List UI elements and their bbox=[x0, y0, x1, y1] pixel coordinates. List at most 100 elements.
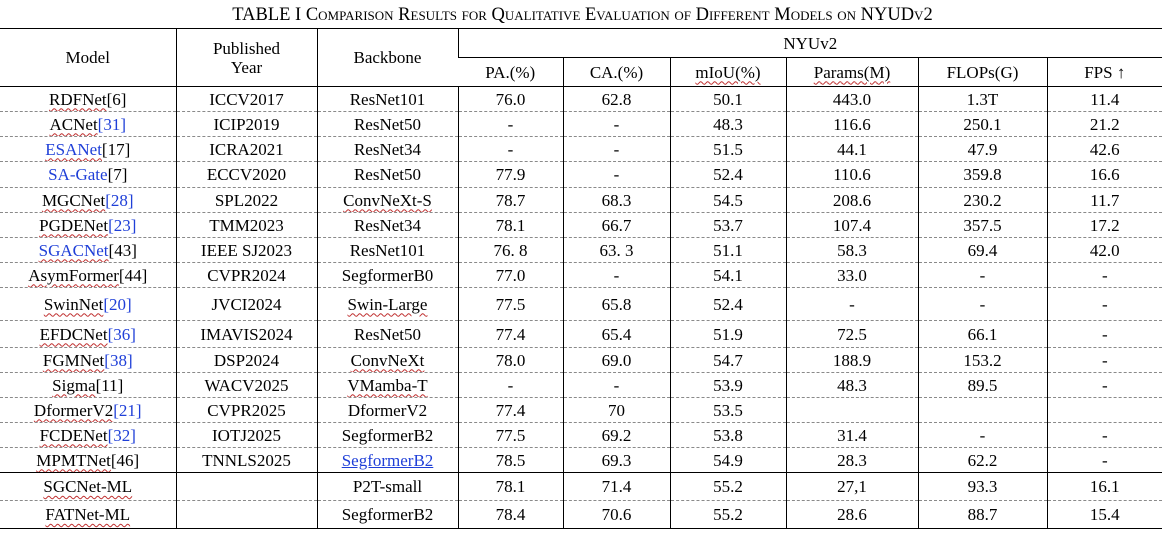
cell-flops: 88.7 bbox=[917, 500, 1047, 529]
cell-ca: 71.4 bbox=[562, 472, 670, 501]
cell-fps: - bbox=[1046, 372, 1163, 398]
model-name: SwinNet bbox=[43, 294, 104, 314]
cell-model: MGCNet[28] bbox=[0, 187, 176, 213]
model-name: ACNet bbox=[49, 114, 98, 134]
cell-params: 31.4 bbox=[785, 422, 918, 448]
cell-pa: 78.1 bbox=[457, 212, 563, 238]
backbone-text: ResNet34 bbox=[353, 215, 422, 235]
cell-backbone: ResNet101 bbox=[316, 86, 458, 112]
header-fps: FPS ↑ bbox=[1046, 57, 1163, 87]
model-name: MGCNet bbox=[41, 190, 106, 210]
cell-miou: 54.7 bbox=[669, 347, 786, 373]
header-year-line2: Year bbox=[230, 57, 263, 77]
cell-backbone: P2T-small bbox=[316, 472, 458, 501]
table-row: SA-Gate[7] ECCV2020 ResNet50 77.9-52.4 110.6… bbox=[0, 161, 1163, 188]
cell-model: FATNet-ML bbox=[0, 500, 176, 529]
model-name: Sigma bbox=[52, 375, 96, 395]
cell-ca: - bbox=[562, 111, 670, 137]
cell-flops: 153.2 bbox=[917, 347, 1047, 373]
cell-pa: 77.4 bbox=[457, 397, 563, 423]
cell-backbone: ResNet50 bbox=[316, 320, 458, 348]
cell-flops: - bbox=[917, 287, 1047, 321]
cell-model: SGCNet-ML bbox=[0, 472, 176, 501]
model-ref: [21] bbox=[113, 400, 142, 420]
model-name: FCDENet bbox=[39, 425, 108, 445]
table-row: AsymFormer[44] CVPR2024 SegformerB0 77.0-54… bbox=[0, 262, 1163, 288]
backbone-text: SegformerB2 bbox=[341, 505, 434, 524]
table-row: MGCNet[28] SPL2022 ConvNeXt-S 78.7 68.3 54.5 2… bbox=[0, 187, 1163, 213]
cell-miou: 51.9 bbox=[669, 320, 786, 348]
cell-flops: 230.2 bbox=[917, 187, 1047, 213]
cell-backbone: SegformerB0 bbox=[316, 262, 458, 288]
cell-backbone: ResNet50 bbox=[316, 111, 458, 137]
cell-ca: 70.6 bbox=[562, 500, 670, 529]
backbone-text: ResNet50 bbox=[353, 324, 422, 344]
model-name: FATNet-ML bbox=[45, 505, 131, 524]
cell-params: 110.6 bbox=[785, 161, 918, 188]
table-row: FGMNet[38] DSP2024 ConvNeXt 78.0 69.0 54.7 188… bbox=[0, 347, 1163, 373]
cell-ca: 62.8 bbox=[562, 86, 670, 112]
cell-fps: 16.1 bbox=[1046, 472, 1163, 501]
header-backbone: Backbone bbox=[316, 28, 458, 87]
cell-miou: 54.1 bbox=[669, 262, 786, 288]
cell-model: ESANet[17] bbox=[0, 136, 176, 162]
cell-model: FCDENet[32] bbox=[0, 422, 176, 448]
cell-pa: 78.5 bbox=[457, 447, 563, 473]
cell-model: Sigma[11] bbox=[0, 372, 176, 398]
cell-fps: 42.6 bbox=[1046, 136, 1163, 162]
cell-pa: 77.5 bbox=[457, 422, 563, 448]
cell-flops: 1.3T bbox=[917, 86, 1047, 112]
backbone-text: ResNet101 bbox=[349, 89, 426, 109]
cell-pa: 77.5 bbox=[457, 287, 563, 321]
cell-miou: 48.3 bbox=[669, 111, 786, 137]
cell-model: FGMNet[38] bbox=[0, 347, 176, 373]
header-miou-text: mIoU(%) bbox=[695, 62, 761, 82]
cell-pa: 76.0 bbox=[457, 86, 563, 112]
model-name: PGDENet bbox=[39, 215, 109, 235]
cell-year: ICIP2019 bbox=[175, 111, 317, 137]
cell-ca: 68.3 bbox=[562, 187, 670, 213]
cell-backbone: ResNet101 bbox=[316, 237, 458, 263]
cell-pa: 78.7 bbox=[457, 187, 563, 213]
cell-params: 107.4 bbox=[785, 212, 918, 238]
cell-miou: 53.7 bbox=[669, 212, 786, 238]
backbone-text: ResNet50 bbox=[353, 114, 422, 134]
cell-backbone: SegformerB2 bbox=[316, 422, 458, 448]
cell-ca: 65.8 bbox=[562, 287, 670, 321]
table-caption: TABLE I Comparison Results for Qualitati… bbox=[232, 5, 933, 25]
model-ref: [44] bbox=[118, 265, 148, 285]
cell-ca: - bbox=[562, 161, 670, 188]
cell-ca: 70 bbox=[562, 397, 670, 423]
model-name: ESANet bbox=[45, 139, 102, 159]
cell-backbone: DformerV2 bbox=[316, 397, 458, 423]
cell-params: 33.0 bbox=[785, 262, 918, 288]
model-ref: [20] bbox=[103, 294, 132, 314]
table-row: RDFNet[6] ICCV2017 ResNet101 76.0 62.8 50.1 44… bbox=[0, 86, 1163, 112]
cell-params: 48.3 bbox=[785, 372, 918, 398]
cell-backbone: ResNet50 bbox=[316, 161, 458, 188]
cell-pa: - bbox=[457, 136, 563, 162]
cell-model: SwinNet[20] bbox=[0, 287, 176, 321]
table-row: DformerV2[21] CVPR2025 DformerV2 77.4 70 53.5 bbox=[0, 397, 1163, 423]
model-name: AsymFormer bbox=[28, 265, 119, 285]
cell-params: 72.5 bbox=[785, 320, 918, 348]
table-row: FATNet-ML SegformerB2 78.4 70.6 55.2 28.6 88.7… bbox=[0, 500, 1163, 529]
cell-params: 44.1 bbox=[785, 136, 918, 162]
cell-params: 28.6 bbox=[785, 500, 918, 529]
cell-flops: 250.1 bbox=[917, 111, 1047, 137]
model-ref: [11] bbox=[95, 375, 124, 395]
cell-year: IEEE SJ2023 bbox=[175, 237, 317, 263]
model-ref: [32] bbox=[107, 425, 136, 445]
cell-pa: 77.4 bbox=[457, 320, 563, 348]
header-params: Params(M) bbox=[785, 57, 918, 87]
model-ref: [31] bbox=[97, 114, 126, 134]
cell-model: DformerV2[21] bbox=[0, 397, 176, 423]
header-ca: CA.(%) bbox=[562, 57, 670, 87]
model-ref: [6] bbox=[106, 89, 127, 109]
cell-model: SGACNet[43] bbox=[0, 237, 176, 263]
cell-ca: 65.4 bbox=[562, 320, 670, 348]
cell-flops: - bbox=[917, 262, 1047, 288]
cell-fps: 15.4 bbox=[1046, 500, 1163, 529]
cell-ca: - bbox=[562, 262, 670, 288]
